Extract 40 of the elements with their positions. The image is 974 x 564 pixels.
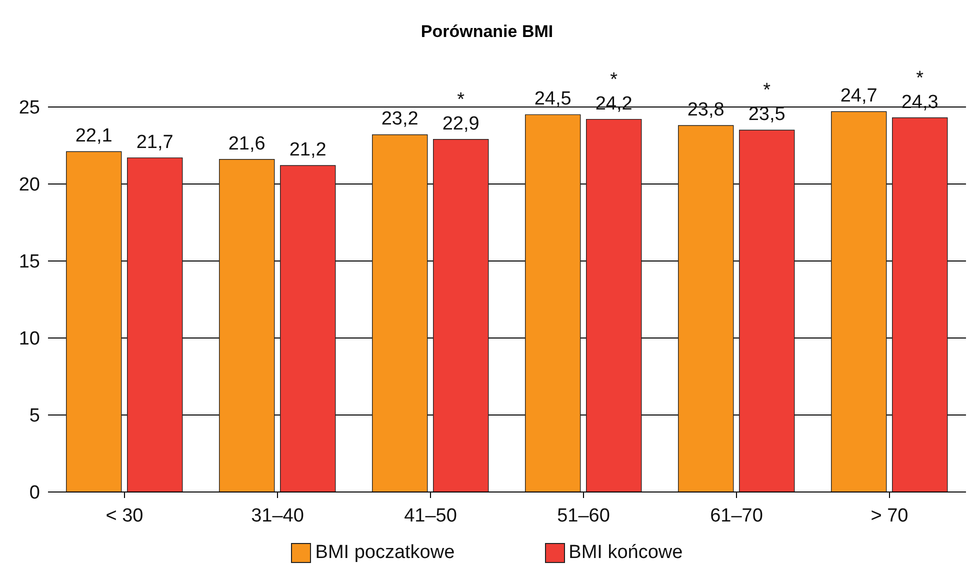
data-label: 22,9	[442, 113, 480, 134]
x-tick-label: 31–40	[251, 505, 304, 526]
bar	[66, 151, 122, 492]
bar	[525, 114, 581, 492]
annotation: *	[457, 89, 466, 110]
bar	[372, 134, 428, 492]
bar	[127, 157, 183, 492]
annotation: *	[763, 80, 772, 102]
y-tick-label: 25	[18, 98, 40, 119]
bar	[586, 118, 642, 492]
data-label: 21,2	[289, 140, 326, 161]
bar	[280, 165, 336, 492]
bar	[892, 117, 948, 492]
data-label: 21,6	[228, 133, 266, 154]
bar	[219, 159, 275, 492]
legend-label: BMI poczatkowe	[315, 542, 455, 564]
bar	[433, 138, 489, 492]
data-label: 23,5	[748, 104, 786, 126]
y-tick-label: 5	[29, 406, 40, 427]
x-tick-label: 51–60	[557, 505, 610, 526]
data-label: 22,1	[75, 126, 112, 147]
x-tick-label: > 70	[870, 505, 908, 526]
x-tick-label: 61–70	[710, 505, 763, 526]
x-tick-label: < 30	[106, 505, 144, 526]
data-label: 23,2	[381, 108, 418, 130]
bar	[678, 125, 734, 492]
annotation: *	[610, 69, 618, 90]
annotation: *	[916, 68, 924, 89]
data-label: 21,7	[136, 132, 174, 153]
chart-title: Porównanie BMI	[420, 21, 554, 43]
legend-label: BMI końcowe	[568, 542, 683, 564]
bar	[831, 111, 887, 492]
y-tick-label: 0	[29, 482, 40, 504]
y-tick-label: 10	[18, 328, 40, 350]
bar	[739, 130, 795, 492]
y-tick-label: 20	[18, 174, 40, 196]
x-tick-label: 41–50	[404, 505, 457, 526]
data-label: 24,5	[534, 88, 572, 110]
y-tick-label: 15	[18, 252, 40, 273]
data-label: 24,7	[840, 86, 878, 107]
